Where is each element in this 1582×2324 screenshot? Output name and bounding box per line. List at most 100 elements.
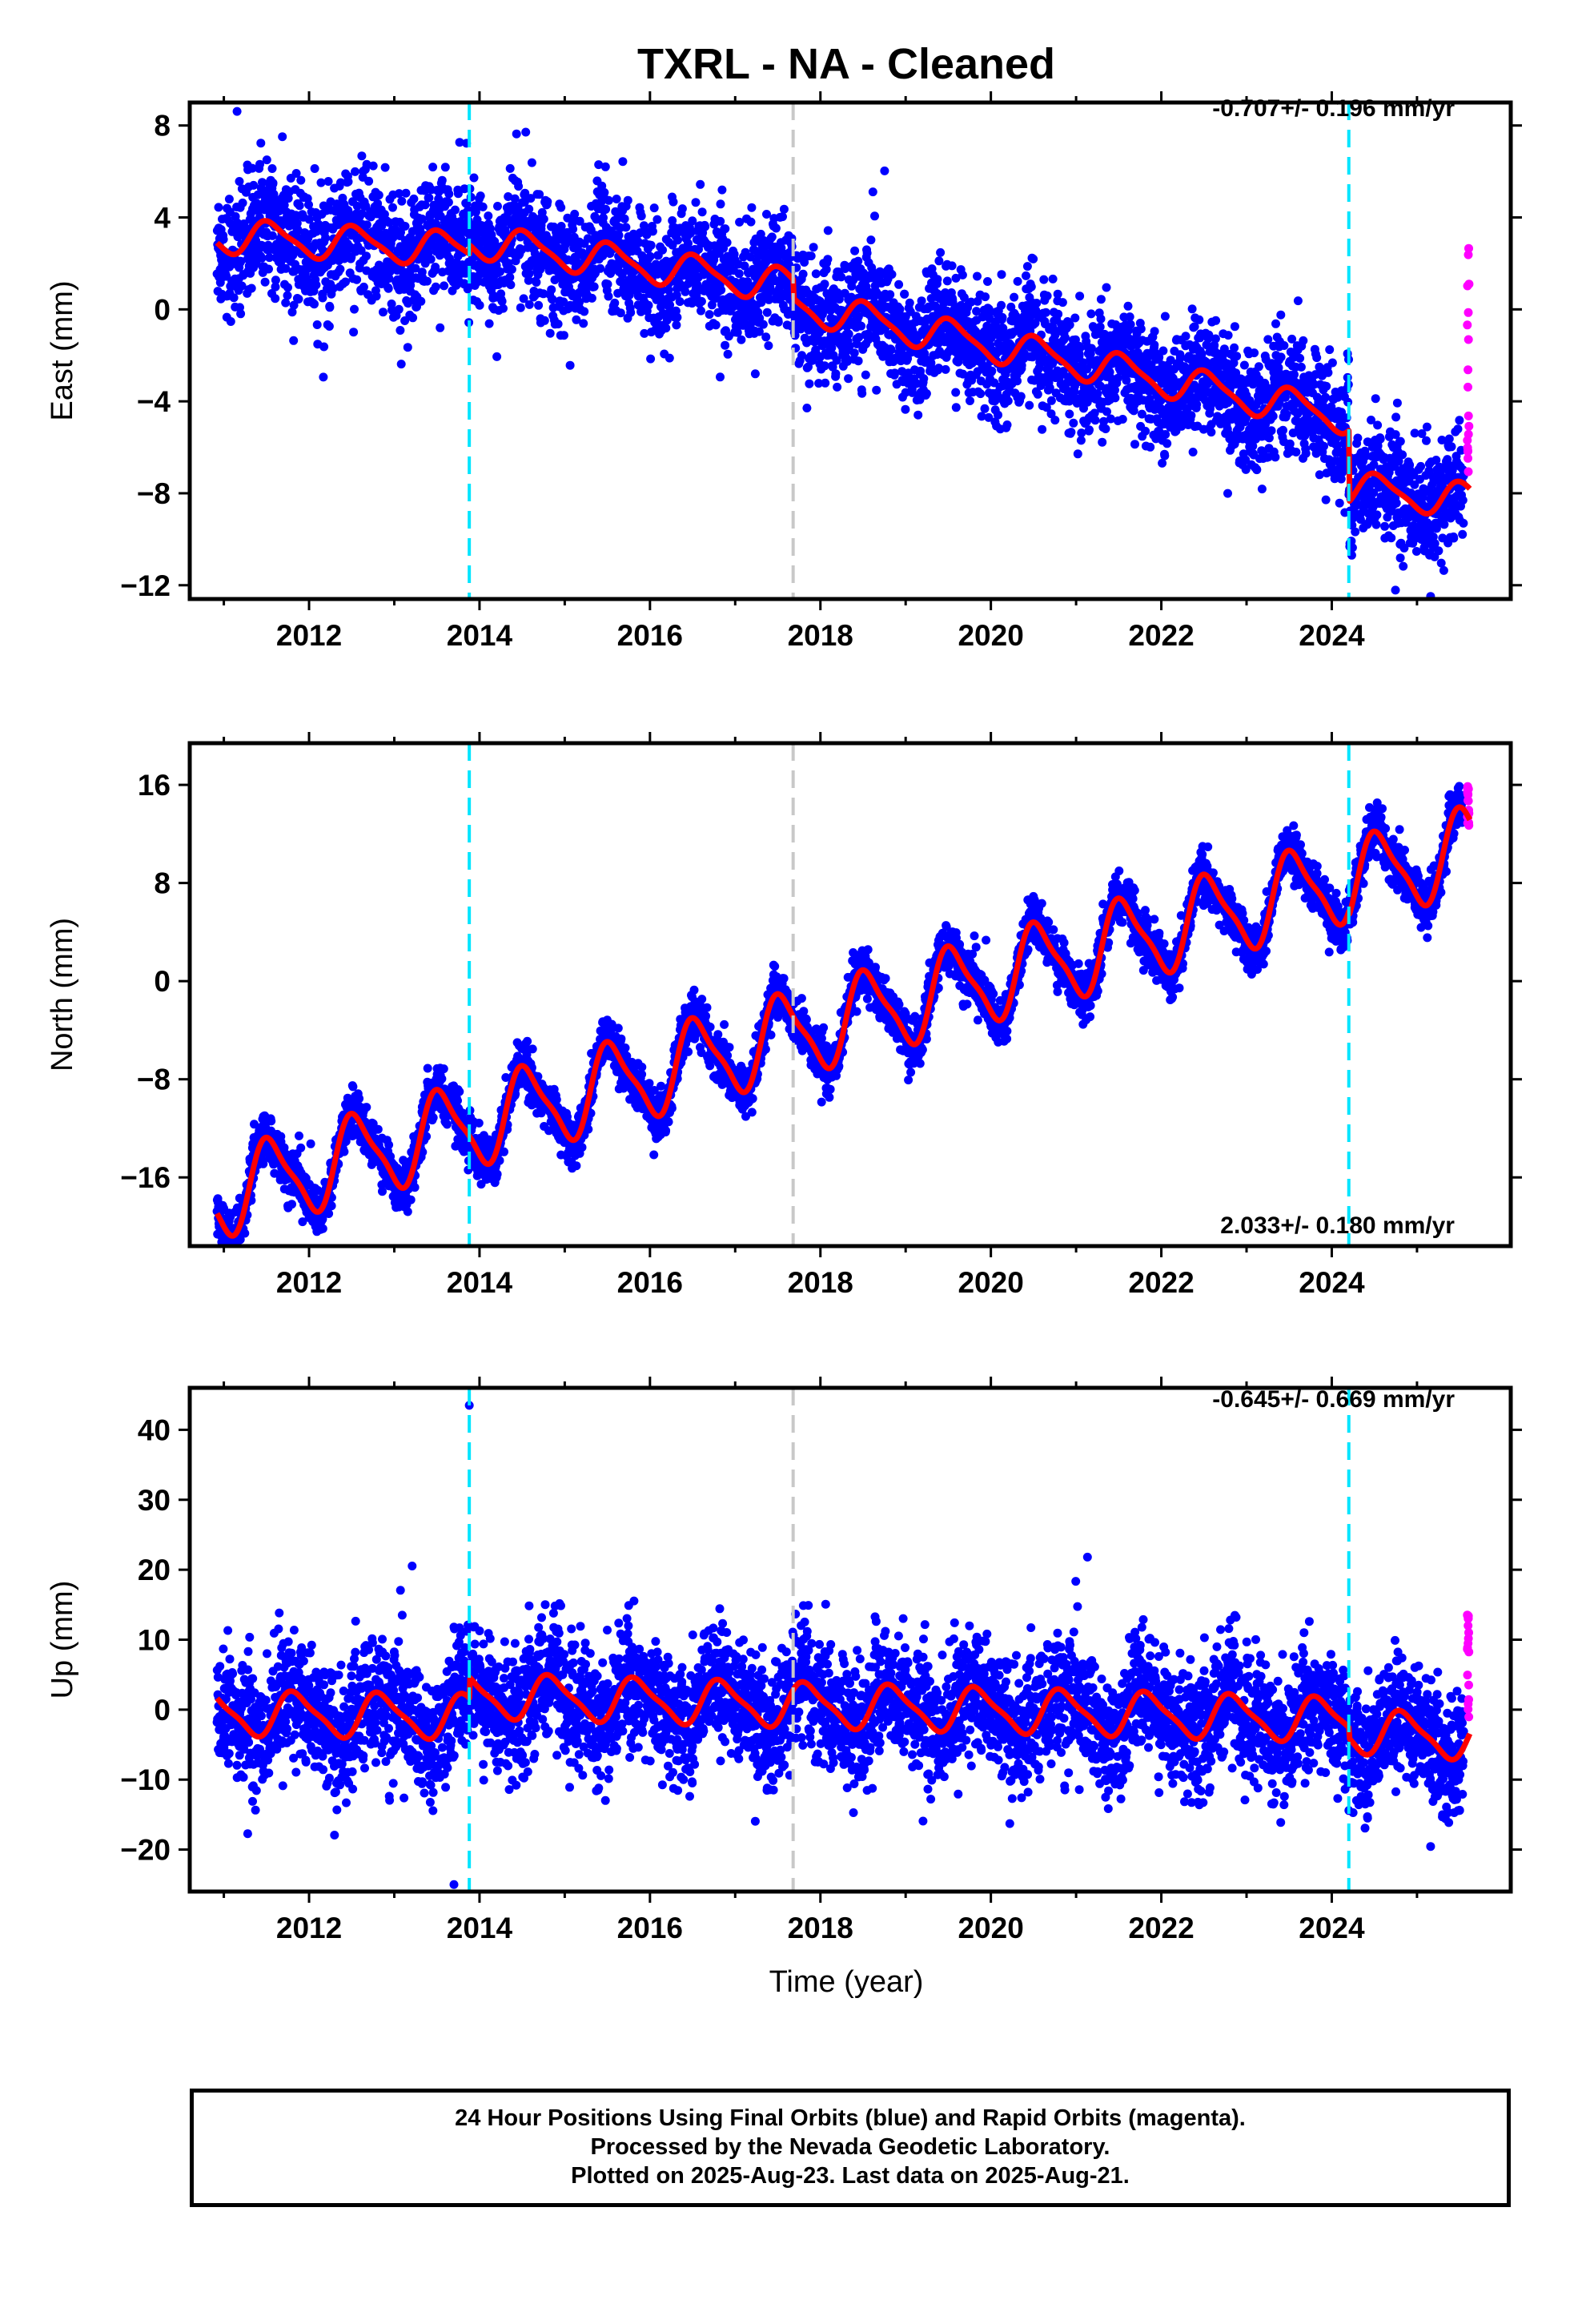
final-orbit-point [1122,376,1131,385]
final-orbit-point [1458,496,1468,505]
final-orbit-point [1223,489,1232,498]
final-orbit-point [426,255,436,264]
final-orbit-point [601,204,611,214]
rapid-orbit-point [1464,308,1473,317]
x-tick-label: 2018 [788,619,853,652]
final-orbit-point [1118,415,1127,424]
final-orbit-point [1398,450,1407,460]
final-orbit-point [1391,412,1401,422]
final-orbit-point [894,279,904,289]
final-orbit-point [516,303,525,312]
final-orbit-point [1160,451,1170,460]
final-orbit-point [1223,331,1233,340]
final-orbit-point [362,251,371,261]
final-orbit-point [1053,289,1062,299]
x-tick-label: 2024 [1299,619,1365,652]
final-orbit-point [733,328,742,337]
final-orbit-point [219,235,228,244]
final-orbit-point [310,164,319,173]
final-orbit-point [408,313,418,323]
final-orbit-point [688,216,697,226]
final-orbit-point [1150,340,1159,350]
final-orbit-point [1387,533,1396,543]
final-orbit-point [230,1254,239,1263]
final-orbit-point [357,209,367,219]
final-orbit-point [1279,341,1289,350]
final-orbit-point [761,332,771,342]
final-orbit-point [451,205,460,215]
rapid-orbit-point [1464,429,1473,439]
final-orbit-point [640,328,649,338]
final-orbit-point [599,213,608,223]
final-orbit-point [548,295,557,304]
final-orbit-point [823,226,833,235]
final-orbit-point [1013,276,1022,286]
final-orbit-point [1422,436,1431,445]
final-orbit-point [685,228,695,238]
final-orbit-point [1293,296,1303,306]
final-orbit-point [226,317,235,326]
final-orbit-point [384,274,394,283]
final-orbit-point [861,370,870,380]
final-orbit-point [866,235,876,245]
final-orbit-point [232,107,242,116]
final-orbit-point [610,298,620,308]
final-orbit-point [1016,392,1026,401]
final-orbit-point [521,127,531,137]
final-orbit-point [364,176,374,186]
final-orbit-point [247,163,257,173]
final-orbit-point [1013,376,1022,386]
final-orbit-point [1395,436,1405,446]
final-orbit-point [563,213,572,223]
final-orbit-point [648,227,657,236]
final-orbit-point [423,276,432,286]
final-orbit-point [1380,521,1390,531]
final-orbit-point [740,261,749,271]
final-orbit-point [614,231,624,240]
final-orbit-point [1048,274,1058,283]
final-orbit-point [493,202,502,211]
final-orbit-point [349,328,359,337]
final-orbit-point [936,247,946,257]
final-orbit-point [321,233,331,243]
final-orbit-point [1136,324,1146,334]
final-orbit-point [1276,310,1286,320]
final-orbit-point [696,179,705,189]
final-orbit-point [263,19,271,28]
final-orbit-point [1061,333,1070,343]
final-orbit-point [543,197,552,207]
final-orbit-point [323,177,333,186]
final-orbit-point [723,349,733,359]
final-orbit-point [1325,345,1335,355]
final-orbit-point [343,177,353,187]
final-orbit-point [400,316,410,325]
final-orbit-point [484,319,494,328]
final-orbit-point [1158,346,1168,356]
final-orbit-point [1353,433,1363,443]
final-orbit-point [505,272,515,282]
final-orbit-point [665,353,674,363]
final-orbit-point [416,296,426,306]
y-tick-label: 4 [154,202,171,235]
final-orbit-point [500,225,510,235]
final-orbit-point [256,139,266,148]
final-orbit-point [1065,409,1074,419]
final-orbit-point [351,167,359,176]
x-tick-label: 2012 [276,619,342,652]
final-orbit-point [722,238,732,247]
final-orbit-point [1096,295,1106,304]
final-orbit-point [497,296,507,306]
final-orbit-point [994,410,1002,420]
final-orbit-point [1392,398,1402,408]
final-orbit-point [1042,292,1052,300]
final-orbit-point [535,190,544,199]
final-orbit-point [604,292,613,301]
final-orbit-point [868,187,877,197]
final-orbit-point [717,285,726,295]
final-orbit-point [224,195,234,204]
final-orbit-point [231,1249,239,1258]
final-orbit-point [833,382,842,392]
final-orbit-point [921,389,931,398]
final-orbit-point [636,211,646,221]
